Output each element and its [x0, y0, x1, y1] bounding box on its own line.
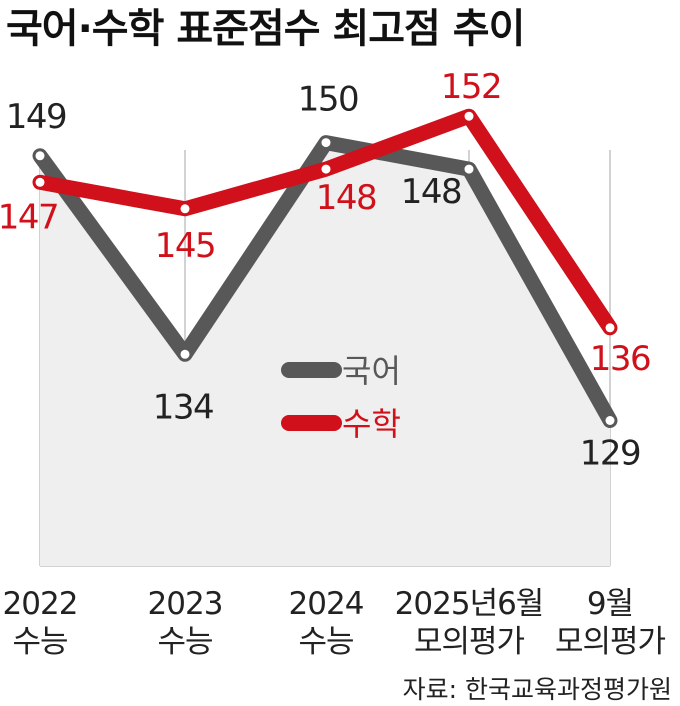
data-label: 149 — [6, 97, 66, 137]
data-label: 148 — [401, 172, 461, 212]
chart-title: 국어·수학 표준점수 최고점 추이 — [6, 6, 524, 52]
x-tick-label: 수능 — [298, 624, 353, 660]
data-point — [464, 111, 474, 121]
x-tick-label: 모의평가 — [414, 624, 525, 660]
data-point — [321, 138, 331, 148]
data-point — [605, 323, 615, 333]
data-point — [35, 177, 45, 187]
source-note: 자료: 한국교육과정평가원 — [403, 675, 672, 704]
data-point — [35, 151, 45, 161]
x-tick-label: 수능 — [157, 624, 212, 660]
data-label: 150 — [298, 80, 358, 120]
x-tick-label: 9월 — [587, 586, 633, 622]
legend: 국어 수학 — [281, 352, 401, 443]
data-label: 147 — [0, 197, 58, 237]
x-tick-label: 수능 — [12, 624, 67, 660]
legend-label-korean: 국어 — [342, 352, 401, 390]
data-point — [464, 164, 474, 174]
data-point — [180, 349, 190, 359]
data-label: 129 — [580, 434, 640, 474]
chart-area-fill — [40, 142, 610, 566]
x-tick-label: 모의평가 — [555, 624, 666, 660]
legend-label-math: 수학 — [342, 405, 401, 443]
data-labels: 149 134 150 148 129 147 145 148 152 136 — [0, 67, 652, 474]
x-tick-label: 2025년6월 — [395, 586, 544, 622]
data-label: 134 — [153, 387, 213, 427]
data-point — [180, 204, 190, 214]
x-tick-label: 2023 — [148, 586, 223, 622]
series-lines — [32, 108, 618, 428]
x-tick-label: 2022 — [3, 586, 78, 622]
data-label: 145 — [155, 226, 215, 266]
data-label: 148 — [316, 178, 376, 218]
x-tick-label: 2024 — [289, 586, 364, 622]
data-point — [605, 416, 615, 425]
data-point — [321, 164, 331, 174]
data-label: 136 — [590, 339, 650, 379]
data-label: 152 — [441, 67, 501, 107]
